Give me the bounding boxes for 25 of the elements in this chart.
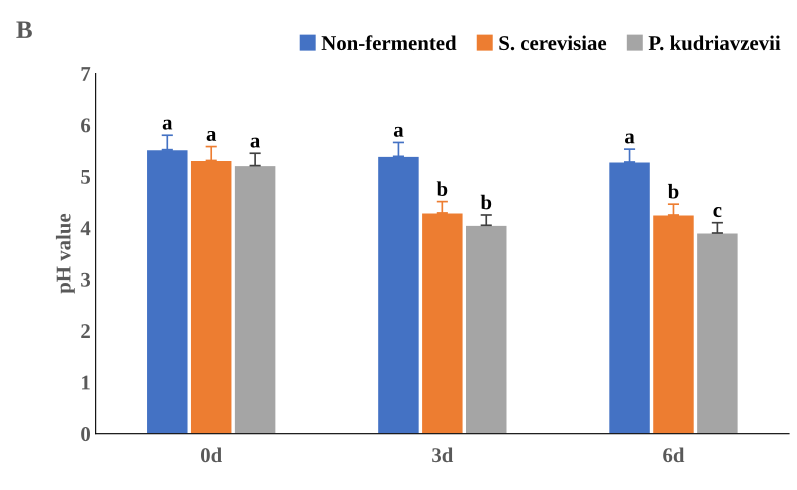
- data-label: b: [668, 184, 678, 199]
- y-tick-label: 2: [81, 324, 90, 338]
- x-tick-label: 0d: [201, 448, 222, 462]
- y-tick-label: 6: [81, 118, 90, 132]
- data-label: c: [713, 207, 722, 218]
- y-tick-label: 5: [81, 170, 90, 184]
- legend-label: S. cerevisiae: [499, 35, 606, 50]
- y-tick-label: 7: [82, 67, 90, 81]
- y-tick-label: 3: [81, 272, 90, 287]
- x-tick-label: 6d: [663, 448, 684, 462]
- y-tick-label: 1: [82, 376, 90, 390]
- data-label: b: [436, 181, 448, 196]
- y-tick-label: 0: [81, 427, 90, 442]
- legend-label: P. kudriavzevii: [648, 35, 780, 50]
- y-tick-label: 4: [80, 221, 90, 236]
- data-label: a: [250, 138, 260, 148]
- data-label: a: [394, 126, 404, 137]
- text: B: [16, 21, 32, 38]
- data-label: b: [480, 194, 492, 210]
- x-tick-label: 3d: [432, 448, 454, 462]
- data-label: a: [162, 120, 172, 130]
- y-axis-title: pH value: [56, 214, 75, 294]
- data-label: a: [206, 130, 216, 141]
- legend-label: Non-fermented: [322, 35, 456, 50]
- data-label: a: [625, 134, 634, 144]
